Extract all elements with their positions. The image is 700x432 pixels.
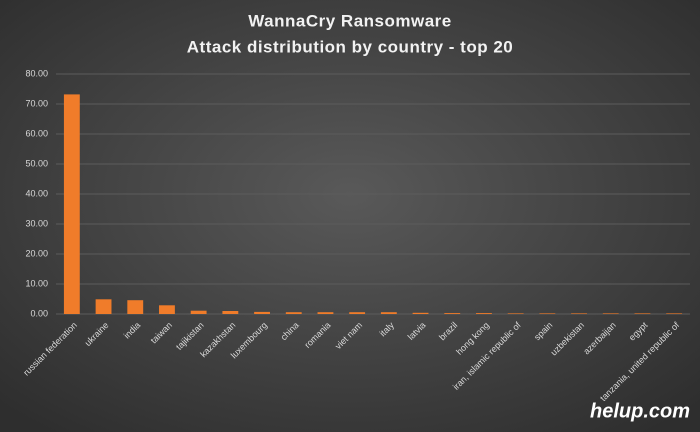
y-tick-label: 10.00 [25,278,48,288]
y-tick-label: 60.00 [25,128,48,138]
y-tick-label: 40.00 [25,188,48,198]
chart-subtitle: Attack distribution by country - top 20 [187,37,513,56]
bar [95,299,112,314]
bar [190,310,207,314]
bar [349,312,366,314]
bar [285,312,302,314]
bar [634,313,651,314]
bar [412,312,429,314]
watermark: helup.com [590,400,690,422]
y-tick-label: 0.00 [30,308,48,318]
bar [571,313,587,314]
bar [222,311,239,314]
bar [127,300,144,314]
bar [602,313,619,314]
bar [444,313,461,314]
bar [380,312,397,314]
y-tick-label: 30.00 [25,218,48,228]
y-tick-label: 50.00 [25,158,48,168]
y-tick-label: 80.00 [25,68,48,78]
bar [159,305,175,314]
chart-title: WannaCry Ransomware [248,11,451,30]
bar [476,313,492,314]
bar [666,313,683,314]
bar [317,312,334,314]
y-tick-label: 20.00 [25,248,48,258]
y-tick-label: 70.00 [25,98,48,108]
bar [539,313,556,314]
bar [254,311,270,314]
bar [63,94,80,315]
bar [507,313,524,314]
